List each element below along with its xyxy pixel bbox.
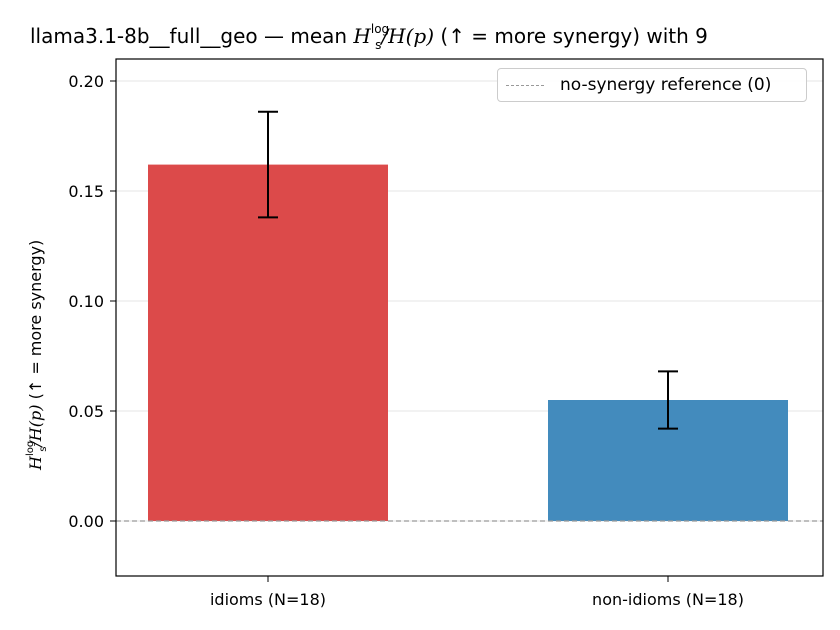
y-axis-label: Hlog s/H(p) (↑ = more synergy): [25, 239, 49, 470]
title-math-hp: /H(p): [381, 24, 435, 48]
title-sub: s: [375, 38, 382, 52]
ylabel-suffix: (↑ = more synergy): [26, 239, 45, 405]
y-ticks-group: 0.00 0.05 0.10 0.15 0.20: [68, 72, 116, 531]
chart-title: llama3.1-8b__full__geo — mean Hlog s/H(p)…: [30, 22, 708, 52]
bars-group: [148, 164, 788, 521]
ylabel-sub: s: [38, 446, 49, 452]
legend-dashed-line-icon: [506, 85, 544, 86]
title-suffix: (↑ = more synergy) with 9: [434, 24, 708, 48]
title-sup: log: [370, 22, 390, 36]
legend-label: no-synergy reference (0): [560, 75, 772, 95]
y-tick-label: 0.15: [68, 182, 104, 201]
legend: no-synergy reference (0): [497, 68, 807, 102]
x-ticks-group: idioms (N=18) non-idioms (N=18): [210, 576, 744, 609]
bar: [148, 164, 388, 521]
x-tick-label: non-idioms (N=18): [592, 590, 744, 609]
y-tick-label: 0.05: [68, 402, 104, 421]
error-bars-group: [258, 110, 678, 430]
title-math-h: H: [353, 24, 371, 48]
x-tick-label: idioms (N=18): [210, 590, 326, 609]
title-prefix: llama3.1-8b__full__geo — mean: [30, 24, 354, 48]
y-tick-label: 0.10: [68, 292, 104, 311]
y-tick-label: 0.20: [68, 72, 104, 91]
plot-frame: [115, 58, 824, 577]
ylabel-sup: log: [25, 440, 36, 457]
y-tick-label: 0.00: [68, 512, 104, 531]
ylabel-math-h: H: [26, 456, 45, 470]
